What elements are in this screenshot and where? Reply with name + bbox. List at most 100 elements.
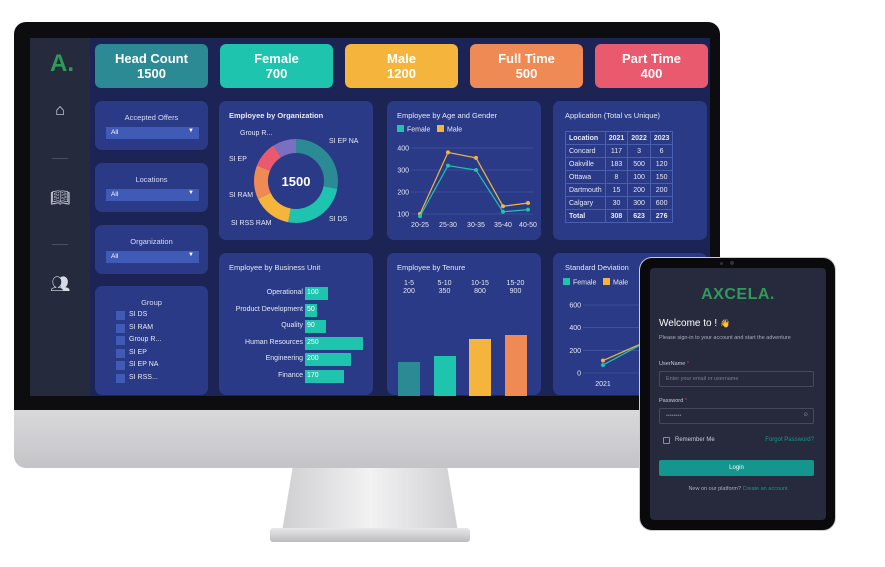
data-point[interactable] — [526, 207, 530, 212]
table-cell: 300 — [627, 196, 651, 210]
legend-swatch — [397, 125, 404, 132]
table-cell: Calgary — [565, 196, 606, 210]
group-item-label: Group R... — [129, 336, 162, 343]
data-point[interactable] — [601, 363, 605, 368]
data-point[interactable] — [474, 155, 478, 160]
password-value: •••••••• — [666, 413, 682, 419]
wave-icon: 👋 — [719, 319, 730, 328]
kpi-card[interactable]: Full Time 500 — [470, 44, 583, 88]
group-label: Group — [141, 298, 162, 307]
bar-category-label: Operational — [266, 289, 303, 296]
login-button[interactable]: Login — [659, 460, 814, 476]
tenure-value-label: 800 — [474, 288, 486, 295]
group-checkbox[interactable] — [116, 336, 125, 345]
forgot-password-link[interactable]: Forgot Password? — [765, 437, 814, 443]
password-input[interactable]: •••••••• ⊘ — [659, 408, 814, 424]
monitor-chin — [14, 410, 720, 468]
dropdown-value: All — [111, 253, 119, 260]
username-input[interactable]: Enter your email or username — [659, 371, 814, 387]
y-tick-label: 300 — [397, 168, 409, 175]
divider — [52, 158, 68, 159]
table-cell: Total — [565, 209, 606, 223]
group-checkbox[interactable] — [116, 311, 125, 320]
data-point[interactable] — [601, 358, 605, 363]
org-chart-title: Employee by Organization — [229, 111, 324, 120]
kpi-value: 700 — [265, 66, 288, 81]
data-point[interactable] — [501, 209, 505, 214]
data-point[interactable] — [526, 201, 530, 205]
bar[interactable]: 50 — [305, 303, 317, 317]
kpi-card[interactable]: Female 700 — [220, 44, 333, 88]
bar[interactable]: 100 — [305, 287, 328, 300]
donut-segment[interactable] — [296, 139, 338, 189]
table-cell: 200 — [627, 183, 651, 197]
segment-label: SI RAM — [229, 192, 253, 199]
bar[interactable]: 200 — [305, 353, 351, 367]
legend-label: Female — [573, 280, 596, 287]
data-point[interactable] — [501, 204, 505, 209]
bar[interactable]: 250 — [305, 336, 363, 350]
table-cell: 200 — [649, 183, 674, 197]
filter-dropdown[interactable]: All ▼ — [106, 251, 199, 263]
donut-segment[interactable] — [254, 165, 271, 199]
legend-swatch — [603, 278, 610, 285]
table-cell: 183 — [604, 157, 629, 171]
donut-segment[interactable] — [256, 145, 281, 171]
book-icon[interactable]: 📖︎ — [50, 190, 71, 207]
logo: A. — [50, 50, 74, 77]
tenure-bar[interactable] — [433, 355, 456, 396]
home-icon[interactable]: ⌂ — [55, 102, 65, 119]
y-tick-label: 0 — [577, 371, 581, 378]
data-point[interactable] — [474, 168, 478, 172]
y-tick-label: 200 — [397, 190, 409, 197]
table-cell: 308 — [604, 209, 629, 223]
tenure-bar[interactable] — [398, 361, 420, 396]
welcome-text: Welcome to ! — [659, 318, 718, 329]
kpi-value: 1500 — [137, 66, 166, 81]
remember-label: Remember Me — [675, 437, 715, 443]
age-line-chart: Female Male 100 200 300 400 20-25 25-30 30-35 35-… — [397, 125, 537, 229]
tenure-bar[interactable] — [504, 335, 527, 396]
bar-category-label: Engineering — [265, 355, 303, 363]
brand-logo: AXCELA. — [701, 286, 775, 303]
users-icon[interactable]: 👥︎ — [50, 276, 71, 293]
filter-card: Accepted Offers All ▼ — [95, 101, 208, 150]
business-unit-card: Employee by Business Unit Operational 100… — [219, 253, 373, 395]
table-cell: 276 — [649, 209, 674, 223]
bar[interactable]: 90 — [305, 320, 326, 334]
kpi-card[interactable]: Head Count 1500 — [95, 44, 208, 88]
group-checkbox[interactable] — [116, 373, 125, 383]
tenure-bar[interactable] — [469, 339, 491, 396]
kpi-label: Male — [387, 51, 416, 66]
table-cell: Oakville — [565, 157, 606, 171]
group-item-label: SI EP NA — [129, 361, 159, 368]
kpi-card[interactable]: Part Time 400 — [595, 44, 708, 88]
org-chart-card: Employee by Organization SI EP NA SI DS SI… — [219, 101, 373, 240]
donut-segment[interactable] — [288, 186, 338, 223]
data-point[interactable] — [446, 150, 450, 155]
table-cell: Location — [565, 131, 606, 145]
bar[interactable]: 170 — [305, 370, 345, 383]
tenure-value-label: 200 — [403, 288, 415, 295]
chevron-down-icon: ▼ — [188, 128, 194, 134]
create-account-link[interactable]: Create an account — [742, 486, 788, 492]
table-cell: 8 — [604, 170, 629, 184]
tenure-value-label: 350 — [438, 288, 451, 295]
eye-off-icon[interactable]: ⊘ — [803, 412, 808, 418]
legend-label: Female — [407, 127, 430, 134]
group-checkbox[interactable] — [116, 361, 125, 370]
donut-segment[interactable] — [273, 139, 296, 158]
filter-dropdown[interactable]: All ▼ — [106, 127, 199, 139]
remember-checkbox[interactable] — [663, 437, 670, 444]
donut-segment[interactable] — [257, 192, 291, 223]
bu-title: Employee by Business Unit — [229, 263, 321, 272]
data-point[interactable] — [446, 163, 450, 168]
data-point[interactable] — [418, 214, 422, 219]
group-checkbox[interactable] — [116, 348, 125, 358]
group-filter-card: Group SI DS SI RAM Group R... SI EP SI EP NA… — [95, 286, 208, 395]
bar-category-label: Finance — [278, 372, 303, 379]
legend-swatch — [437, 125, 444, 132]
kpi-card[interactable]: Male 1200 — [345, 44, 458, 88]
group-checkbox[interactable] — [116, 323, 125, 333]
filter-dropdown[interactable]: All ▼ — [106, 189, 199, 201]
